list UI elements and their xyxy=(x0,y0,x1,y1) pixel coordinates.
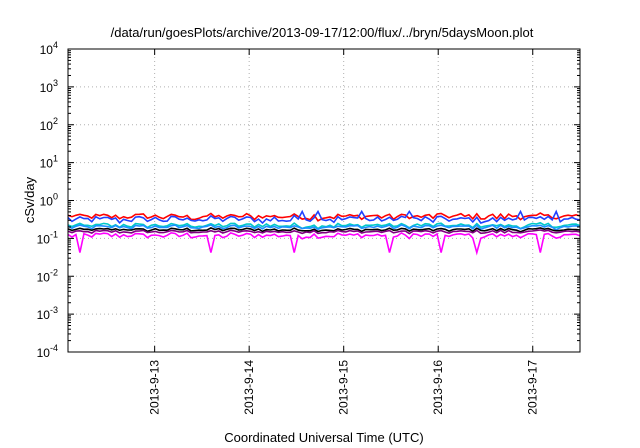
y-tick-label: 103 xyxy=(40,78,58,95)
series-line xyxy=(67,227,581,233)
y-tick-label: 104 xyxy=(40,40,58,57)
y-tick-label: 102 xyxy=(40,116,58,133)
chart-title: /data/run/goesPlots/archive/2013-09-17/1… xyxy=(111,25,534,40)
series-line xyxy=(67,224,581,231)
x-tick-label: 2013-9-14 xyxy=(242,360,256,415)
series-group xyxy=(67,209,581,256)
series-line xyxy=(67,221,581,230)
x-axis: 2013-9-13 2013-9-14 2013-9-15 2013-9-16 2013… xyxy=(148,49,540,415)
x-tick-label: 2013-9-16 xyxy=(431,360,445,415)
x-tick-label: 2013-9-13 xyxy=(148,360,162,415)
x-tick-label: 2013-9-15 xyxy=(337,360,351,415)
y-tick-label: 10-4 xyxy=(37,343,58,360)
series-line xyxy=(67,209,581,225)
y-tick-label: 101 xyxy=(40,154,58,171)
y-tick-label: 10-1 xyxy=(37,229,58,246)
y-tick-label: 100 xyxy=(40,192,58,209)
x-axis-label: Coordinated Universal Time (UTC) xyxy=(224,430,423,445)
grid xyxy=(68,49,580,352)
series-line xyxy=(67,212,581,222)
series-line xyxy=(67,231,581,256)
y-axis: 10-4 10-3 10-2 10-1 100 101 102 103 104 xyxy=(37,40,580,360)
series-line xyxy=(67,229,581,235)
x-tick-label: 2013-9-17 xyxy=(526,360,540,415)
y-tick-label: 10-3 xyxy=(37,305,58,322)
y-axis-label: cSv/day xyxy=(22,176,37,223)
y-tick-label: 10-2 xyxy=(37,267,58,284)
